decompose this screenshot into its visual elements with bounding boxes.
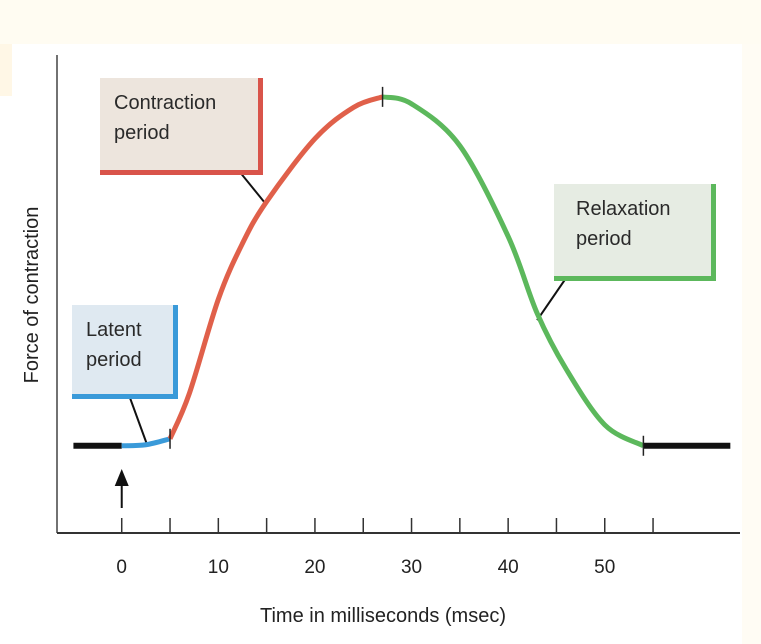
stimulus-arrow-icon [114, 469, 129, 486]
x-tick-label: 30 [401, 557, 422, 578]
label-line: Relaxation [576, 198, 671, 220]
relaxation-period-label: Relaxation period [554, 184, 716, 281]
label-line: Contraction [114, 92, 217, 114]
x-tick-label: 0 [116, 557, 127, 578]
relaxation-curve [381, 94, 645, 449]
left-band [0, 44, 12, 96]
x-tick-label: 50 [594, 557, 615, 578]
latent-curve [121, 436, 171, 449]
y-axis-title: Force of contraction [21, 207, 43, 384]
label-line: period [86, 349, 142, 371]
label-line: period [576, 228, 632, 250]
x-axis-title: Time in milliseconds (msec) [260, 605, 506, 627]
label-line: Latent [86, 319, 142, 341]
x-tick-label: 10 [208, 557, 229, 578]
contraction-curve [167, 94, 384, 440]
label-line: period [114, 122, 170, 144]
leader-lines [121, 149, 576, 445]
x-tick-label: 40 [498, 557, 519, 578]
contraction-period-label: Contraction period [100, 78, 263, 175]
axes: 0 10 20 30 40 50 [56, 55, 740, 578]
right-band [742, 44, 761, 644]
latent-period-label: Latent period [72, 305, 178, 399]
top-band [0, 0, 761, 44]
curve-segments [73, 86, 731, 456]
x-tick-label: 20 [304, 557, 325, 578]
